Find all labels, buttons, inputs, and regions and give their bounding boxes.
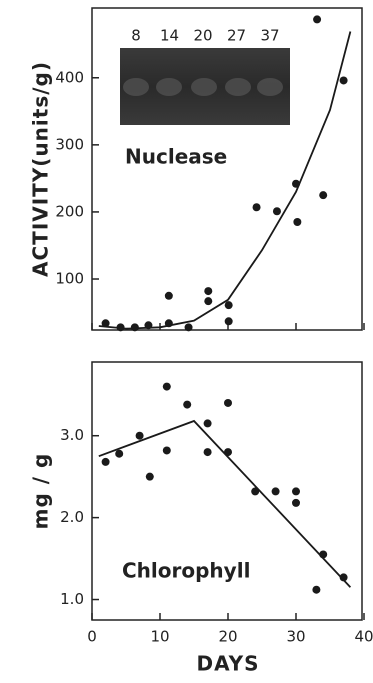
figure: 100200300400ACTIVITY(units/g)Nuclease814… <box>0 0 373 683</box>
data-point <box>102 458 110 466</box>
y-tick-label: 3.0 <box>60 426 84 444</box>
y-axis-title: ACTIVITY(units/g) <box>29 61 53 277</box>
y-tick-label: 1.0 <box>60 590 84 608</box>
panel-label: Chlorophyll <box>122 559 250 583</box>
x-tick-label: 0 <box>87 628 97 646</box>
data-point <box>204 297 212 305</box>
y-tick-label: 2.0 <box>60 508 84 526</box>
data-point <box>183 401 191 409</box>
panel-label: Nuclease <box>125 145 227 169</box>
y-tick-label: 400 <box>55 68 84 86</box>
y-axis-title: mg / g <box>29 453 53 530</box>
data-point <box>340 76 348 84</box>
data-point <box>165 292 173 300</box>
x-tick-label: 30 <box>286 628 305 646</box>
inset-label: 27 <box>227 27 246 45</box>
data-point <box>136 432 144 440</box>
data-point <box>224 399 232 407</box>
data-point <box>115 450 123 458</box>
data-point <box>293 218 301 226</box>
data-point <box>163 446 171 454</box>
data-point <box>292 487 300 495</box>
x-tick-label: 20 <box>218 628 237 646</box>
data-point <box>204 448 212 456</box>
data-point <box>313 15 321 23</box>
data-point <box>272 487 280 495</box>
inset-label: 8 <box>131 27 141 45</box>
inset-label: 20 <box>193 27 212 45</box>
y-tick-label: 300 <box>55 135 84 153</box>
data-point <box>292 499 300 507</box>
x-axis-title: DAYS <box>196 652 259 676</box>
x-tick-label: 40 <box>354 628 373 646</box>
data-point <box>163 383 171 391</box>
data-point <box>146 473 154 481</box>
x-tick-label: 10 <box>150 628 169 646</box>
data-point <box>253 203 261 211</box>
data-point <box>312 586 320 594</box>
y-tick-label: 200 <box>55 202 84 220</box>
y-tick-label: 100 <box>55 270 84 288</box>
data-point <box>204 287 212 295</box>
inset-label: 14 <box>160 27 179 45</box>
data-point <box>273 207 281 215</box>
data-point <box>225 317 233 325</box>
data-point <box>319 191 327 199</box>
data-point <box>225 301 233 309</box>
inset-label: 37 <box>260 27 279 45</box>
data-point <box>185 323 193 331</box>
data-point <box>204 419 212 427</box>
